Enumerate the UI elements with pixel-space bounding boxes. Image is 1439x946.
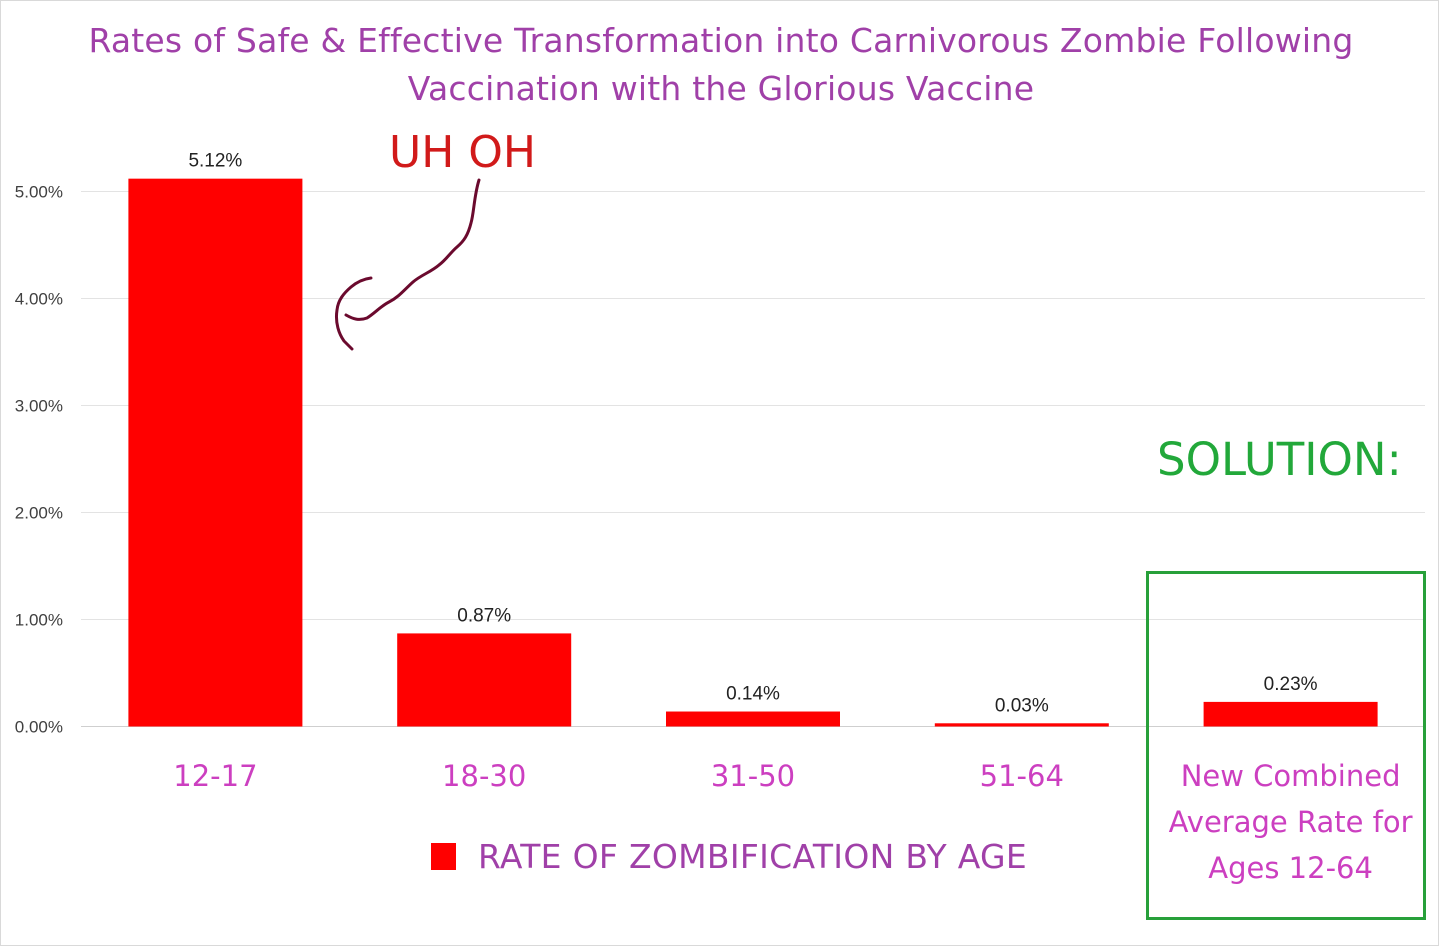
x-category-label: Average Rate for [1169, 805, 1413, 839]
legend: RATE OF ZOMBIFICATION BY AGE [431, 833, 1027, 879]
chart-title: Rates of Safe & Effective Transformation… [41, 17, 1401, 113]
x-category-label: 12-17 [173, 759, 257, 793]
data-label: 0.87% [457, 605, 511, 626]
x-category-label: New Combined [1181, 759, 1401, 793]
x-axis-category-labels: 12-17 18-30 31-50 51-64 New Combined Average … [173, 759, 1412, 885]
bar [666, 711, 840, 727]
legend-label: RATE OF ZOMBIFICATION BY AGE [478, 836, 1028, 876]
data-label: 0.03% [995, 695, 1049, 716]
data-label: 0.14% [726, 684, 780, 705]
hand-drawn-arrow-icon [335, 178, 481, 351]
chart-title-line-2: Vaccination with the Glorious Vaccine [407, 69, 1035, 108]
y-tick-label: 4.00% [15, 290, 63, 309]
bars [128, 178, 1378, 727]
x-category-label: 51-64 [980, 759, 1064, 793]
y-tick-label: 2.00% [15, 504, 63, 523]
solution-highlight-box [1146, 571, 1426, 920]
y-tick-label: 5.00% [15, 183, 63, 202]
y-axis-tick-labels: 0.00% 1.00% 2.00% 3.00% 4.00% 5.00% [15, 183, 63, 737]
y-tick-label: 3.00% [15, 397, 63, 416]
x-category-label: Ages 12-64 [1208, 851, 1373, 885]
bar [128, 178, 303, 727]
uh-oh-annotation: UH OH [389, 127, 536, 178]
chart-title-line-1: Rates of Safe & Effective Transformation… [88, 21, 1354, 60]
data-label: 0.23% [1264, 674, 1318, 695]
bar [934, 723, 1109, 727]
data-label: 5.12% [188, 151, 242, 172]
y-tick-label: 0.00% [15, 718, 63, 737]
data-labels: 5.12% 0.87% 0.14% 0.03% 0.23% [188, 151, 1317, 717]
x-category-label: 18-30 [442, 759, 526, 793]
legend-swatch [431, 842, 456, 870]
solution-annotation: SOLUTION: [1157, 433, 1402, 486]
bar [1203, 701, 1378, 727]
y-tick-label: 1.00% [15, 611, 63, 630]
x-category-label: 31-50 [711, 759, 795, 793]
bar [397, 633, 572, 727]
